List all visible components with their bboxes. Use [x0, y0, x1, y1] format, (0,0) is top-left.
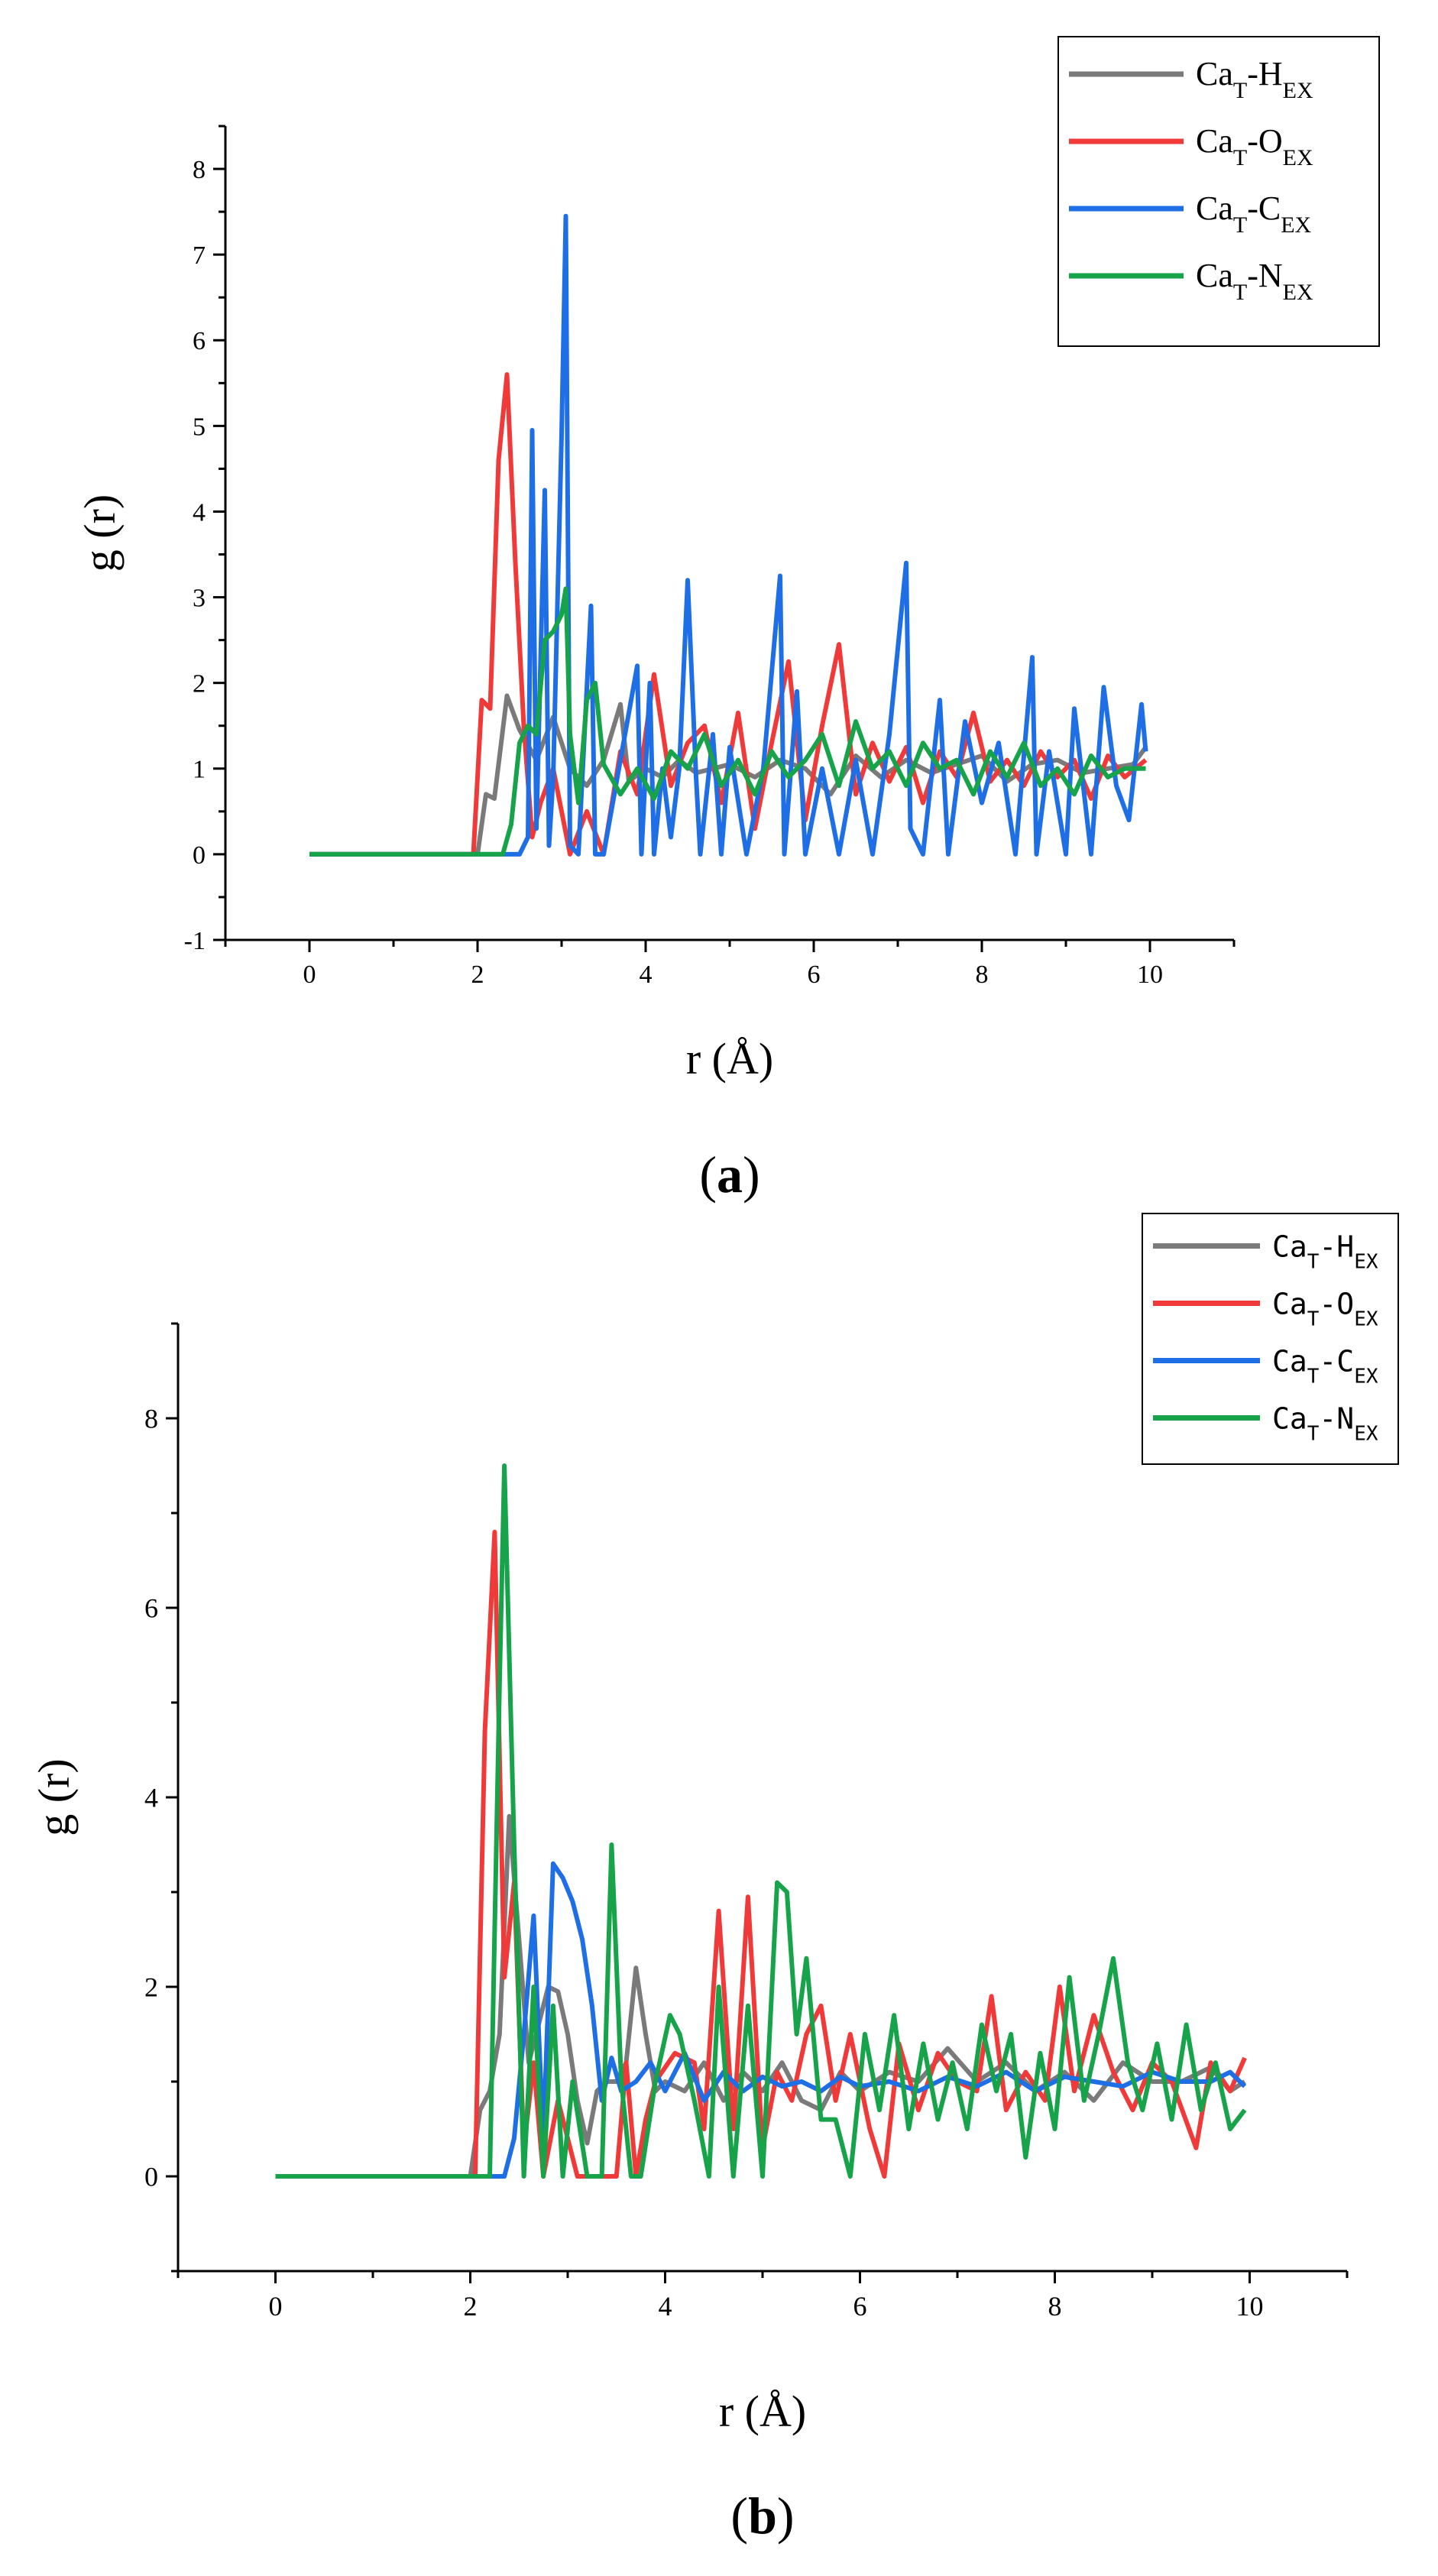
caption-paren: ( — [730, 2487, 748, 2545]
series-line-c — [275, 1861, 1247, 2179]
x-tick-label: 8 — [1048, 2291, 1062, 2322]
legend-text: Ca — [1196, 55, 1233, 92]
x-tick-label: 10 — [1236, 2291, 1264, 2322]
legend-text: -C — [1247, 190, 1281, 227]
y-tick-label: 6 — [193, 327, 206, 355]
legend-subscript: EX — [1354, 1423, 1378, 1446]
legend-text: -C — [1319, 1345, 1354, 1379]
legend-text: Ca — [1196, 257, 1233, 294]
y-tick-label: 0 — [193, 841, 206, 870]
legend-label: CaT-NEX — [1196, 257, 1313, 305]
series-line-o — [275, 1529, 1247, 2179]
legend-label: CaT-OEX — [1272, 1288, 1378, 1331]
legend-subscript: T — [1233, 78, 1247, 103]
series-line-n — [275, 1463, 1247, 2179]
x-tick-label: 8 — [976, 961, 989, 989]
x-tick-label: 0 — [269, 2291, 283, 2322]
series-line-c — [309, 213, 1148, 857]
legend-subscript: EX — [1354, 1251, 1378, 1274]
legend-subscript: EX — [1281, 212, 1311, 238]
y-tick-label: 7 — [193, 241, 206, 270]
legend-label: CaT-NEX — [1272, 1402, 1378, 1446]
y-tick-label: 3 — [193, 584, 206, 612]
x-tick-label: 2 — [471, 961, 484, 989]
legend-text: -O — [1319, 1288, 1354, 1321]
legend-subscript: EX — [1354, 1308, 1378, 1331]
legend-subscript: EX — [1354, 1366, 1378, 1388]
caption-letter: a — [717, 1145, 743, 1204]
caption-paren: ) — [743, 1145, 760, 1204]
legend-text: Ca — [1272, 1230, 1307, 1264]
legend-subscript: T — [1233, 212, 1247, 238]
legend-subscript: T — [1233, 145, 1247, 170]
legend-text: Ca — [1272, 1345, 1307, 1379]
legend-text: -N — [1247, 257, 1282, 294]
legend-subscript: EX — [1283, 145, 1313, 170]
x-axis-title: r (Å) — [719, 2386, 806, 2436]
legend-subscript: T — [1307, 1423, 1320, 1446]
legend-subscript: T — [1307, 1251, 1320, 1274]
legend-subscript: EX — [1283, 78, 1313, 103]
x-axis-title: r (Å) — [686, 1034, 773, 1084]
y-tick-label: 4 — [144, 1783, 158, 1813]
series-line-n — [309, 586, 1146, 857]
y-tick-label: 2 — [144, 1972, 158, 2003]
legend-text: Ca — [1196, 190, 1233, 227]
legend-text: -O — [1247, 122, 1282, 160]
y-tick-label: 2 — [193, 670, 206, 698]
legend-label: CaT-HEX — [1272, 1230, 1378, 1274]
x-tick-label: 4 — [659, 2291, 672, 2322]
caption-paren: ) — [777, 2487, 795, 2545]
y-tick-label: 0 — [144, 2162, 158, 2192]
legend-label: CaT-CEX — [1196, 190, 1312, 238]
caption-paren: ( — [699, 1145, 717, 1204]
legend-label: CaT-OEX — [1196, 122, 1313, 170]
y-tick-label: 4 — [193, 498, 206, 527]
legend-subscript: T — [1307, 1308, 1320, 1331]
panel-caption: (b) — [730, 2487, 794, 2545]
caption-letter: b — [748, 2487, 777, 2545]
y-tick-label: 1 — [193, 756, 206, 784]
legend-text: Ca — [1272, 1402, 1307, 1436]
x-tick-label: 2 — [464, 2291, 478, 2322]
legend-subscript: T — [1307, 1366, 1320, 1388]
y-tick-label: 8 — [193, 156, 206, 184]
legend-subscript: EX — [1283, 280, 1313, 305]
x-tick-label: 6 — [853, 2291, 867, 2322]
legend-text: Ca — [1196, 122, 1233, 160]
legend-text: -N — [1319, 1402, 1354, 1436]
legend-text: -H — [1319, 1230, 1354, 1264]
legend-text: Ca — [1272, 1288, 1307, 1321]
y-axis-title: g (r) — [75, 494, 125, 572]
legend-box — [1057, 36, 1380, 347]
y-tick-label: 6 — [144, 1593, 158, 1624]
y-tick-label: 5 — [193, 413, 206, 441]
panel-caption: (a) — [699, 1145, 759, 1204]
x-tick-label: 4 — [640, 961, 653, 989]
legend-subscript: T — [1233, 280, 1247, 305]
legend-text: -H — [1247, 55, 1282, 92]
x-tick-label: 6 — [808, 961, 821, 989]
x-tick-label: 0 — [303, 961, 316, 989]
legend-label: CaT-CEX — [1272, 1345, 1378, 1388]
y-tick-label: 8 — [144, 1404, 158, 1434]
x-tick-label: 10 — [1137, 961, 1163, 989]
legend-box — [1142, 1213, 1399, 1465]
y-axis-title: g (r) — [29, 1758, 79, 1836]
legend-label: CaT-HEX — [1196, 55, 1313, 103]
y-tick-label: -1 — [184, 927, 206, 955]
